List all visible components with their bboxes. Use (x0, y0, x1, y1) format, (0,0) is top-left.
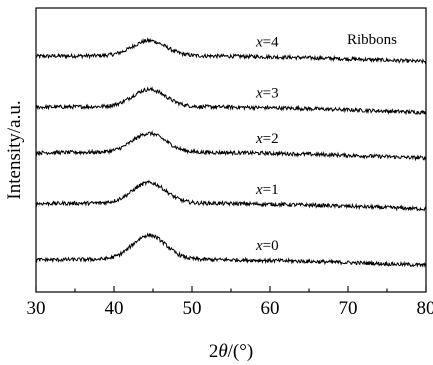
series-layer (35, 37, 427, 268)
ribbons-annotation: Ribbons (347, 32, 397, 48)
series-line-x=3 (35, 86, 427, 116)
series-line-x=2 (35, 130, 427, 162)
x-axis-ticks: 30 40 50 60 70 80 (27, 286, 433, 319)
series-line-x=4 (35, 37, 427, 65)
series-label-x=2: x=2 (255, 131, 279, 147)
x-tick-label-30: 30 (27, 298, 46, 319)
series-label-x=3: x=3 (255, 85, 279, 101)
x-tick-label-80: 80 (417, 298, 433, 319)
x-tick-label-40: 40 (105, 298, 124, 319)
x-tick-label-50: 50 (183, 298, 202, 319)
series-line-x=1 (35, 179, 427, 212)
y-axis-label: Intensity/a.u. (4, 100, 25, 199)
x-tick-label-60: 60 (261, 298, 280, 319)
plot-frame (35, 7, 427, 293)
series-line-x=0 (35, 232, 427, 268)
series-labels: x=4 x=3 x=2 x=1 x=0 (255, 35, 279, 255)
series-label-x=1: x=1 (255, 182, 279, 198)
series-label-x=0: x=0 (255, 238, 279, 254)
series-label-x=4: x=4 (255, 35, 279, 51)
x-axis-label: 2θ/(°) (209, 341, 253, 362)
x-tick-label-70: 70 (339, 298, 358, 319)
